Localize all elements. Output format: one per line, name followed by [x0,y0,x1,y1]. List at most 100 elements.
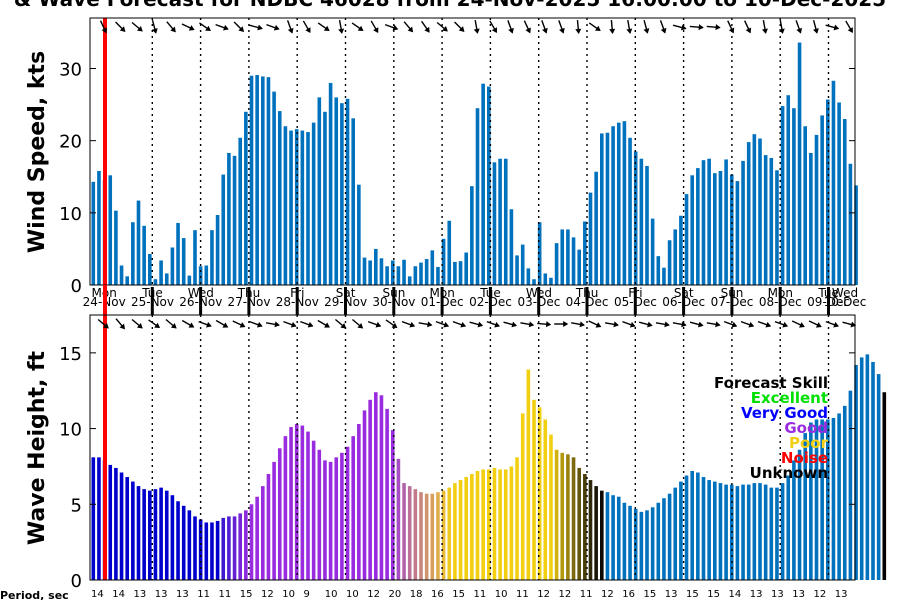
wave-bar [503,469,508,580]
period-value: 13 [176,589,189,600]
day-separator [440,287,444,315]
wind-ytick-label: 0 [71,276,82,297]
period-value: 12 [601,589,614,600]
forecast-skill-legend: Forecast Skill Excellent Very Good Good … [714,374,829,482]
wave-bar [848,390,853,580]
wind-bar [571,237,576,285]
wind-bar [645,165,649,285]
wind-bar [616,122,621,285]
wind-bar [492,162,497,285]
wave-direction-arrow [791,320,805,328]
period-value: 11 [474,589,487,600]
wind-bar [328,82,333,285]
wind-bars [91,42,858,286]
wave-bar [616,496,621,580]
wave-ylabel: Wave Height, ft [25,350,50,545]
wave-arrow-head [375,321,382,328]
wave-direction-arrow [808,320,822,328]
wave-arrow-head [137,322,143,329]
wind-direction-arrow [706,24,721,31]
wave-direction-arrow [435,320,450,328]
wind-direction-arrow [421,20,430,33]
wind-bar [481,83,485,285]
wave-bar [193,516,197,580]
wave-bar [419,492,423,580]
wave-bar [170,495,175,580]
wave-bar [588,480,593,580]
period-value: 16 [622,589,635,600]
wind-direction-arrow [812,20,819,34]
wave-bar [780,483,785,580]
wave-bar [187,510,192,580]
wave-bar [583,474,587,580]
wind-bar [814,134,819,285]
wave-bar [227,516,231,580]
wave-bar [549,434,553,580]
wave-bar [826,419,830,580]
wind-bar [549,277,553,285]
day-label: Wed [832,286,858,300]
wave-direction-arrow [588,320,602,328]
wind-bar [345,98,350,285]
wave-bar [119,472,124,580]
wind-bar [848,163,853,285]
day-separator [150,287,154,315]
wind-bar [741,160,745,285]
wave-bar [532,399,536,580]
wave-bar [492,467,497,580]
wind-arrow-head [151,28,158,34]
wave-bar [600,490,604,580]
wind-direction-arrows [99,19,853,34]
wind-bar [351,118,355,285]
wind-arrow-head [660,27,667,34]
wave-arrow-head [170,322,177,329]
wave-arrow-head [103,322,109,329]
wind-bar [164,273,169,285]
wind-bar [679,215,683,285]
wind-bar [560,229,565,285]
period-value: 13 [771,589,784,600]
wind-bar [690,175,694,285]
wind-bar [419,262,423,285]
wave-bar [684,475,689,580]
wave-bar [266,474,271,580]
wind-bar [204,265,209,285]
wave-bar [746,484,751,580]
wind-bar [656,256,661,285]
wind-bar [187,275,192,285]
wind-bar [622,121,627,285]
wind-direction-arrow [558,20,565,34]
wind-day-gridlines [103,18,830,285]
wind-bar [176,222,180,285]
wind-direction-arrow [825,24,840,31]
date-label: 10-Dec [824,295,867,309]
wave-bar [311,440,316,580]
wave-bar [108,464,113,580]
day-separator [247,287,251,315]
wave-bar [215,520,220,580]
wave-bar [526,369,531,580]
day-separator [537,287,541,315]
wave-bar [249,504,254,580]
wave-bar [328,461,333,580]
wave-bar [362,410,367,580]
wind-direction-arrow [215,23,229,31]
wind-arrow-head [698,24,704,31]
wind-bar [520,244,525,285]
wave-bar [718,483,723,580]
wave-bar [481,469,485,580]
wind-bar [498,158,502,285]
wave-arrow-head [357,322,364,329]
figure-title: & Wave Forecast for NDBC 46028 from 24-N… [14,0,886,11]
wave-bar [498,469,502,580]
wave-bar [571,457,576,580]
wind-bar [588,192,593,285]
period-value: 11 [516,589,529,600]
wind-bar [628,137,632,285]
period-label: Period, sec [0,589,69,600]
period-value: 15 [707,589,720,600]
wind-direction-arrow [588,22,601,32]
period-value: 10 [282,589,295,600]
wind-bar [724,159,728,285]
wind-bar [198,266,203,285]
